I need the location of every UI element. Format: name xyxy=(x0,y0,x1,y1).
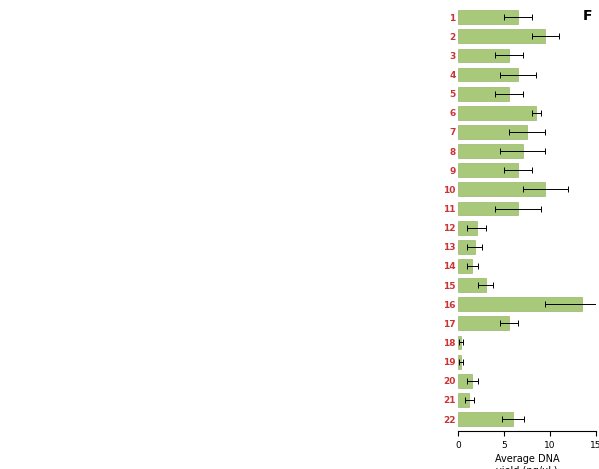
Bar xyxy=(458,163,518,177)
Bar xyxy=(458,355,461,369)
Bar xyxy=(458,412,513,426)
Bar xyxy=(458,278,486,292)
Bar xyxy=(458,221,477,234)
Bar xyxy=(458,87,509,100)
Bar xyxy=(458,144,522,158)
Bar xyxy=(458,48,509,62)
Bar xyxy=(458,393,469,407)
X-axis label: Average DNA
yield (ng/μL): Average DNA yield (ng/μL) xyxy=(495,454,559,469)
Bar xyxy=(458,10,518,24)
Bar xyxy=(458,68,518,82)
Bar xyxy=(458,297,582,311)
Bar xyxy=(458,240,475,254)
Bar xyxy=(458,317,509,330)
Bar xyxy=(458,30,546,43)
Bar xyxy=(458,106,536,120)
Bar xyxy=(458,182,546,196)
Bar xyxy=(458,125,527,139)
Bar xyxy=(458,374,472,388)
Bar xyxy=(458,259,472,273)
Bar xyxy=(458,336,461,349)
Text: F: F xyxy=(582,9,592,23)
Bar xyxy=(458,202,518,215)
